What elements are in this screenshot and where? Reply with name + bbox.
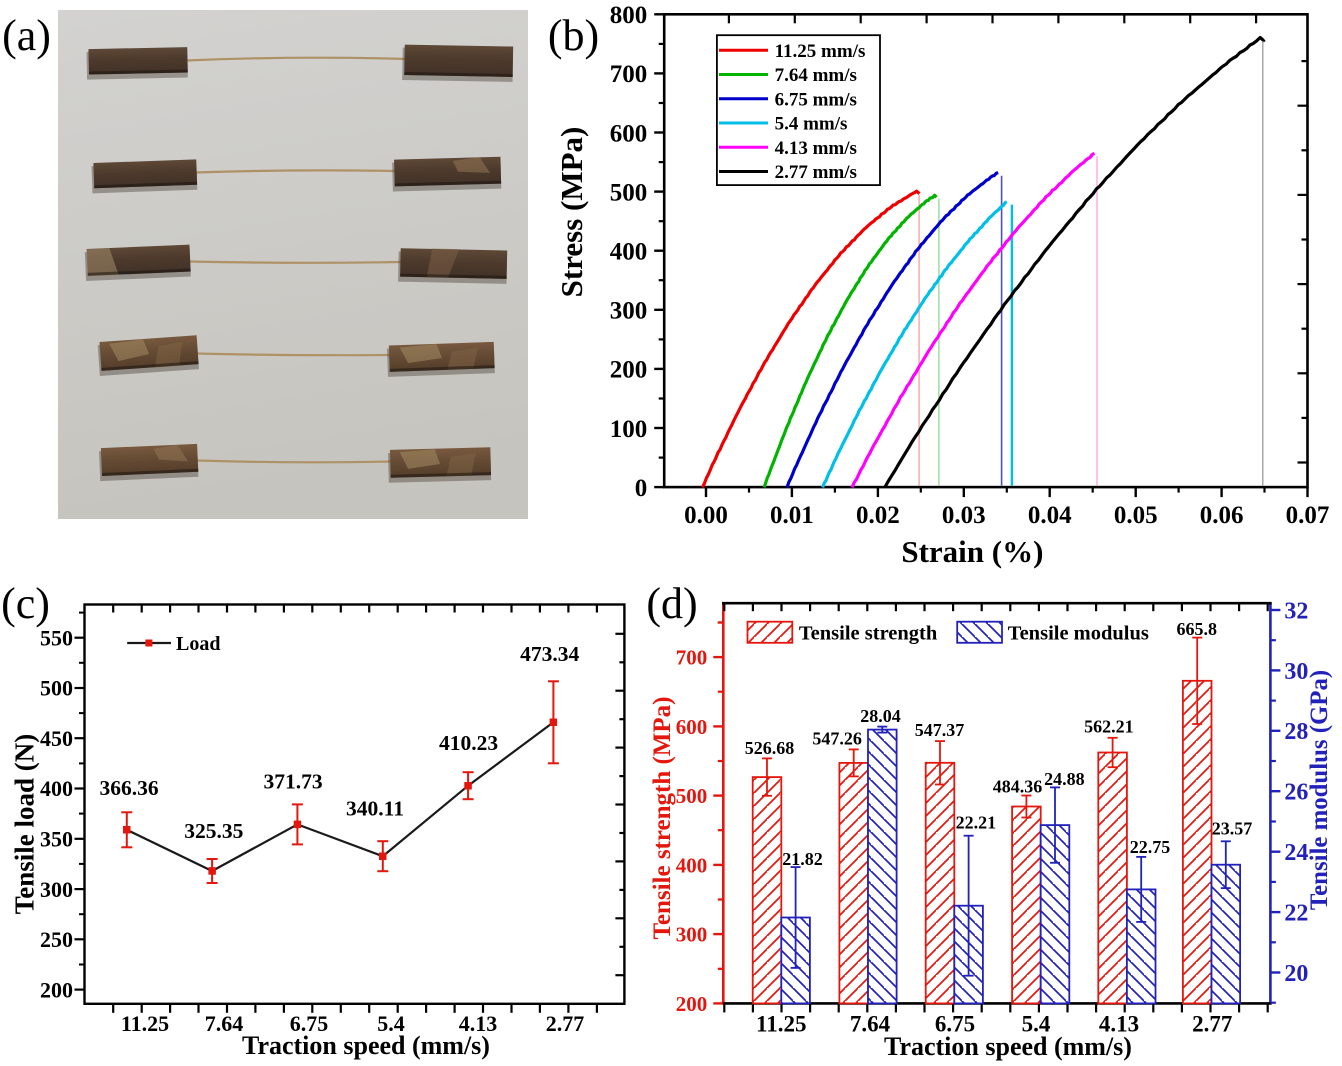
svg-text:410.23: 410.23: [439, 731, 498, 755]
svg-text:526.68: 526.68: [745, 738, 795, 758]
svg-text:Tensile strength: Tensile strength: [799, 622, 938, 644]
svg-text:562.21: 562.21: [1084, 716, 1134, 736]
svg-text:700: 700: [676, 645, 708, 669]
svg-text:7.64: 7.64: [850, 1012, 891, 1037]
svg-text:Traction speed (mm/s): Traction speed (mm/s): [884, 1032, 1132, 1061]
svg-text:366.36: 366.36: [99, 776, 158, 800]
svg-text:700: 700: [610, 61, 648, 88]
svg-text:547.26: 547.26: [812, 729, 862, 749]
svg-text:Stress (MPa): Stress (MPa): [554, 127, 589, 298]
svg-text:11.25 mm/s: 11.25 mm/s: [775, 41, 866, 62]
svg-text:11.25: 11.25: [121, 1011, 169, 1036]
svg-text:0: 0: [635, 475, 648, 502]
svg-text:325.35: 325.35: [184, 819, 243, 843]
svg-text:4.13 mm/s: 4.13 mm/s: [775, 138, 857, 159]
svg-text:(c): (c): [1, 579, 50, 628]
svg-text:28: 28: [1284, 719, 1308, 745]
svg-text:200: 200: [676, 992, 708, 1016]
svg-text:4.13: 4.13: [459, 1011, 498, 1036]
svg-text:(d): (d): [646, 579, 697, 628]
svg-text:Tensile modulus: Tensile modulus: [1008, 622, 1149, 644]
svg-text:0.00: 0.00: [684, 502, 728, 529]
svg-text:0.07: 0.07: [1286, 502, 1330, 529]
svg-text:6.75 mm/s: 6.75 mm/s: [775, 89, 857, 110]
svg-text:5.4: 5.4: [377, 1011, 405, 1036]
svg-text:30: 30: [1284, 659, 1308, 685]
svg-text:300: 300: [676, 922, 708, 946]
svg-text:500: 500: [40, 676, 73, 701]
svg-text:300: 300: [610, 298, 648, 325]
svg-text:23.57: 23.57: [1212, 818, 1253, 838]
svg-text:Load: Load: [176, 633, 220, 655]
svg-text:300: 300: [40, 877, 73, 902]
svg-text:22.21: 22.21: [956, 813, 997, 833]
svg-text:547.37: 547.37: [915, 720, 965, 740]
svg-text:4.13: 4.13: [1099, 1012, 1139, 1037]
svg-text:24: 24: [1284, 840, 1308, 866]
svg-text:(b): (b): [548, 11, 599, 60]
svg-text:7.64: 7.64: [205, 1011, 244, 1036]
svg-text:(a): (a): [2, 11, 51, 60]
svg-text:21.82: 21.82: [782, 849, 823, 869]
svg-text:Tensile strength (MPa): Tensile strength (MPa): [649, 696, 676, 939]
svg-text:7.64 mm/s: 7.64 mm/s: [775, 65, 857, 86]
svg-text:450: 450: [40, 726, 73, 751]
svg-text:250: 250: [40, 927, 73, 952]
svg-text:6.75: 6.75: [290, 1011, 329, 1036]
svg-text:0.03: 0.03: [942, 502, 986, 529]
svg-text:400: 400: [610, 238, 648, 265]
svg-text:2.77: 2.77: [1192, 1012, 1232, 1037]
svg-text:Tensile modulus (GPa): Tensile modulus (GPa): [1306, 670, 1333, 910]
svg-text:340.11: 340.11: [346, 797, 404, 821]
svg-text:2.77: 2.77: [546, 1011, 585, 1036]
svg-text:22.75: 22.75: [1130, 837, 1171, 857]
svg-text:Tensile load (N): Tensile load (N): [9, 734, 39, 915]
svg-text:0.01: 0.01: [770, 502, 814, 529]
svg-text:5.4: 5.4: [1022, 1012, 1051, 1037]
svg-text:200: 200: [610, 357, 648, 384]
svg-text:600: 600: [610, 120, 648, 147]
svg-text:550: 550: [40, 625, 73, 650]
svg-text:2.77 mm/s: 2.77 mm/s: [775, 162, 857, 183]
svg-text:0.05: 0.05: [1114, 502, 1158, 529]
svg-text:371.73: 371.73: [263, 770, 322, 794]
svg-text:0.04: 0.04: [1028, 502, 1072, 529]
svg-text:Traction speed (mm/s): Traction speed (mm/s): [242, 1031, 490, 1060]
svg-text:20: 20: [1284, 961, 1308, 987]
svg-text:665.8: 665.8: [1177, 619, 1218, 639]
svg-text:473.34: 473.34: [520, 642, 579, 666]
svg-text:5.4 mm/s: 5.4 mm/s: [775, 114, 848, 135]
svg-text:400: 400: [676, 853, 708, 877]
svg-text:32: 32: [1284, 598, 1308, 624]
svg-text:500: 500: [610, 179, 648, 206]
svg-text:28.04: 28.04: [860, 706, 901, 726]
svg-text:11.25: 11.25: [756, 1012, 806, 1037]
svg-text:200: 200: [40, 977, 73, 1002]
svg-text:0.02: 0.02: [856, 502, 900, 529]
svg-text:0.06: 0.06: [1200, 502, 1244, 529]
svg-text:500: 500: [676, 784, 708, 808]
svg-text:6.75: 6.75: [935, 1012, 975, 1037]
svg-text:100: 100: [610, 416, 648, 443]
svg-text:350: 350: [40, 827, 73, 852]
svg-text:484.36: 484.36: [993, 777, 1043, 797]
svg-text:24.88: 24.88: [1044, 769, 1085, 789]
svg-text:Strain (%): Strain (%): [901, 534, 1043, 569]
svg-text:26: 26: [1284, 780, 1308, 806]
svg-text:600: 600: [676, 715, 708, 739]
svg-text:800: 800: [610, 2, 648, 29]
svg-text:22: 22: [1284, 901, 1308, 927]
svg-text:400: 400: [40, 776, 73, 801]
